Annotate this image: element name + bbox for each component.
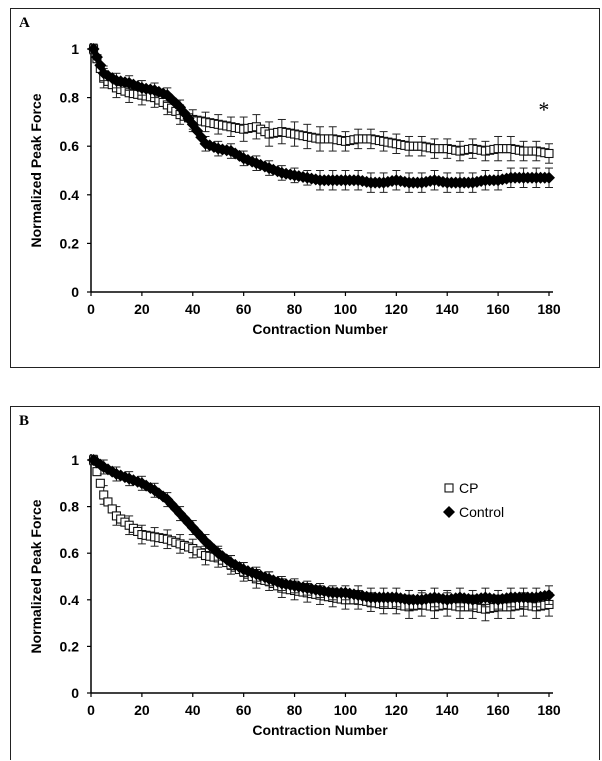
chart-a-x-tick-label: 100: [334, 301, 358, 317]
chart-a-y-axis-title: Normalized Peak Force: [28, 93, 44, 247]
chart-b-y-tick-label: 1: [71, 452, 79, 468]
chart-b-y-axis-title: Normalized Peak Force: [28, 499, 44, 653]
chart-b-point-filled-diamond: [224, 556, 237, 569]
chart-a-x-tick-label: 40: [185, 301, 201, 317]
chart-a-x-tick-label: 140: [436, 301, 460, 317]
chart-b-x-tick-label: 120: [385, 702, 409, 718]
panel-a-label: A: [19, 15, 30, 31]
chart-b-point-filled-diamond: [182, 516, 195, 529]
chart-a-point-filled-diamond: [543, 171, 555, 184]
chart-b-x-tick-label: 80: [287, 702, 303, 718]
chart-a: 0 0.2 0.4 0.6 0.8 1 0 20 40 60 80 100 120 140 160 180 Co…: [28, 41, 561, 337]
chart-a-x-tick-label: 0: [87, 301, 95, 317]
chart-b-x-tick-label: 40: [185, 702, 201, 718]
chart-b-y-tick-label: 0.8: [60, 499, 80, 515]
chart-b-x-tick-label: 180: [537, 702, 561, 718]
chart-b-x-tick-label: 160: [486, 702, 510, 718]
chart-b-point-filled-diamond: [148, 484, 161, 497]
chart-a-x-tick-label: 160: [486, 301, 510, 317]
chart-b-point-open-square: [95, 478, 105, 488]
chart-b-point-filled-diamond: [186, 521, 199, 534]
chart-a-point-open-square: [544, 148, 554, 159]
chart-b-legend-label-cp: CP: [459, 480, 478, 496]
chart-b-point-filled-diamond: [212, 547, 225, 560]
chart-b-x-axis-title: Contraction Number: [252, 722, 388, 738]
chart-b-x-tick-label: 20: [134, 702, 150, 718]
chart-b: 0 0.2 0.4 0.6 0.8 1 0 20 40 60 80 100 120 140 160 180 Co…: [28, 452, 561, 738]
chart-a-series-filled-diamond: [87, 43, 555, 193]
chart-b-x-tick-label: 140: [436, 702, 460, 718]
chart-b-y-tick-label: 0.2: [60, 638, 80, 654]
chart-b-point-filled-diamond: [140, 479, 153, 492]
chart-a-y-tick-label: 0.6: [60, 138, 80, 154]
chart-b-legend-label-control: Control: [459, 504, 504, 520]
chart-b-y-tick-label: 0.4: [60, 592, 80, 608]
chart-b-y-tick-label: 0: [71, 685, 79, 701]
panel-b-label: B: [19, 413, 30, 429]
panel-b: B 0 0.2 0.4 0.6 0.8 1 0 20 40 60 80 100 120 140 160 180…: [10, 406, 600, 760]
chart-b-legend-point-filled-diamond: [443, 505, 455, 518]
chart-b-point-filled-diamond: [203, 539, 216, 552]
chart-a-x-tick-label: 180: [537, 301, 561, 317]
chart-a-x-tick-label: 80: [287, 301, 303, 317]
panel-a: A 0 0.2 0.4 0.6 0.8 1 0 20 40 60 80 100 120 140 160 180…: [10, 8, 600, 368]
chart-a-y-tick-label: 0: [71, 284, 79, 300]
chart-b-x-tick-label: 60: [236, 702, 252, 718]
chart-a-x-axis-title: Contraction Number: [252, 321, 388, 337]
chart-b-x-tick-label: 0: [87, 702, 95, 718]
chart-b-series-filled-diamond: [87, 454, 555, 610]
chart-b-point-filled-diamond: [101, 463, 114, 476]
chart-b-x-tick-label: 100: [334, 702, 358, 718]
chart-b-y-tick-label: 0.6: [60, 545, 80, 561]
chart-a-y-tick-label: 1: [71, 41, 79, 57]
chart-b-point-filled-diamond: [543, 589, 555, 602]
chart-b-legend-point-open-square: [444, 483, 454, 493]
chart-a-x-tick-label: 120: [385, 301, 409, 317]
chart-a-y-tick-label: 0.2: [60, 235, 80, 251]
chart-a-x-tick-label: 20: [134, 301, 150, 317]
chart-a-series-open-square: [88, 43, 554, 164]
chart-a-significance-annotation: *: [538, 97, 549, 122]
chart-a-y-tick-label: 0.8: [60, 90, 80, 106]
chart-a-x-tick-label: 60: [236, 301, 252, 317]
chart-a-y-tick-label: 0.4: [60, 187, 80, 203]
chart-b-point-filled-diamond: [195, 530, 208, 543]
